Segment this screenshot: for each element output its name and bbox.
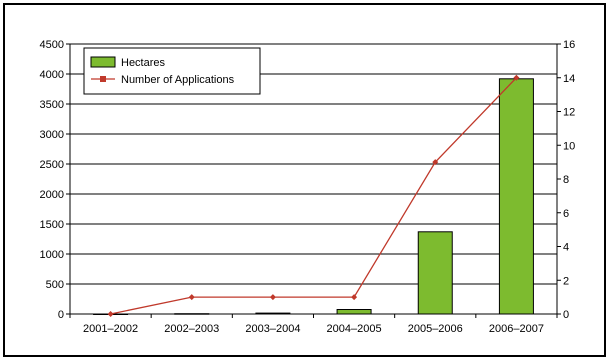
legend-applications-label: Number of Applications [121,74,235,86]
y-left-tick-label: 2000 [40,189,64,201]
y-right-tick-label: 16 [563,39,575,51]
y-right-tick-label: 12 [563,107,575,119]
gridlines [70,43,557,285]
legend: Hectares Number of Applications [83,47,261,95]
legend-hectares-swatch [90,56,116,68]
y-right-tick-label: 8 [563,174,569,186]
applications-point [432,159,439,166]
x-tick-label: 2003–2004 [245,323,300,335]
y-right-tick-label: 14 [563,73,575,85]
y-left-tick-label: 1500 [40,219,64,231]
x-tick-label: 2002–2003 [164,323,219,335]
applications-point [351,294,358,301]
y-left-tick-label: 4000 [40,69,64,81]
x-tick-label: 2004–2005 [327,323,382,335]
y-left-tick-label: 500 [46,279,64,291]
y-left-tick-label: 3500 [40,99,64,111]
bar [498,78,534,315]
bar [417,231,453,315]
y-left-tick-label: 0 [58,309,64,321]
y-right-tick-label: 0 [563,309,569,321]
y-right-tick-label: 4 [563,242,569,254]
applications-point [513,74,520,81]
applications-point [188,294,195,301]
legend-box [83,47,261,95]
legend-hectares-label: Hectares [121,57,166,69]
y-right-tick-label: 2 [563,275,569,287]
line-series [107,74,520,317]
y-left-tick-label: 3000 [40,129,64,141]
y-left-tick-label: 2500 [40,159,64,171]
applications-line [110,77,517,315]
y-left-tick-label: 4500 [40,39,64,51]
applications-point [269,294,276,301]
y-right-tick-label: 10 [563,140,575,152]
x-tick-label: 2006–2007 [489,323,544,335]
applications-point [107,311,114,317]
bar [336,309,372,315]
y-left-tick-label: 1000 [40,249,64,261]
bar-series [93,78,534,315]
x-tick-label: 2005–2006 [408,323,463,335]
tick-labels: 0 500 1000 1500 2000 2500 3000 3500 4000 4500 0 2 4 6… [40,39,576,335]
legend-applications-marker [100,76,106,82]
y-right-tick-label: 6 [563,208,569,220]
x-tick-label: 2001–2002 [83,323,138,335]
